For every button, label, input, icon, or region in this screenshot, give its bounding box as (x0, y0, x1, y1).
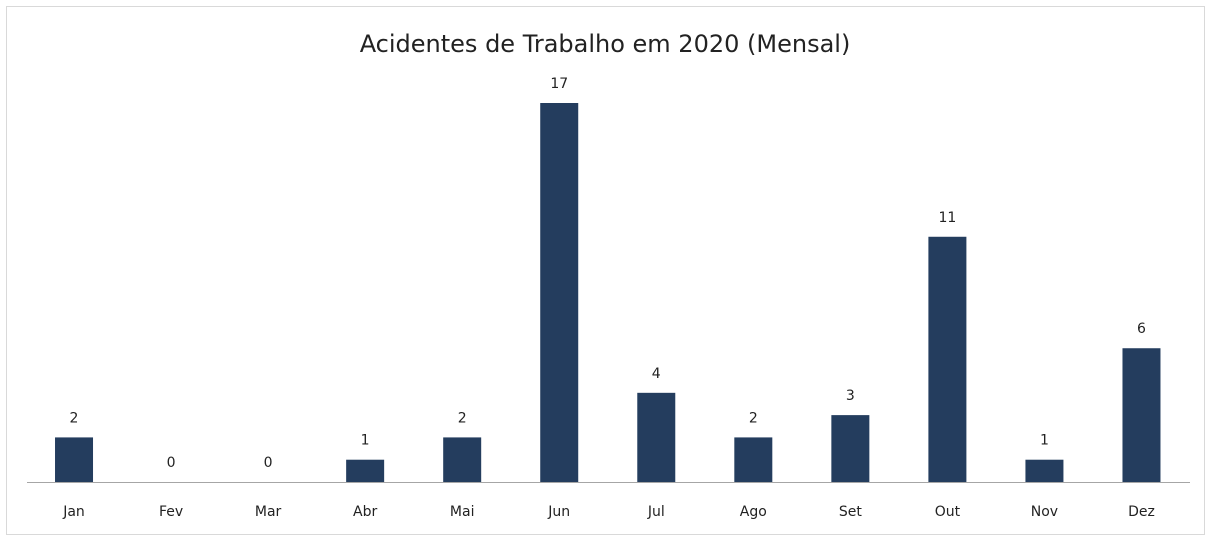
bar (831, 415, 870, 482)
x-tick-label: Jul (647, 504, 665, 520)
x-tick-label: Out (935, 504, 961, 520)
x-tick-label: Mar (255, 504, 282, 520)
bar (1025, 459, 1064, 482)
data-label: 2 (70, 410, 79, 426)
x-tick-label: Ago (740, 504, 767, 520)
data-label: 1 (1040, 433, 1049, 449)
bar (637, 392, 676, 482)
x-tick-label: Abr (353, 504, 377, 520)
data-label: 17 (550, 76, 568, 92)
bar (55, 437, 94, 482)
x-tick-label: Dez (1128, 504, 1155, 520)
data-label: 2 (458, 410, 467, 426)
data-label: 2 (749, 410, 758, 426)
chart-title: Acidentes de Trabalho em 2020 (Mensal) (360, 30, 851, 58)
x-tick-label: Mai (450, 504, 475, 520)
data-label: 4 (652, 366, 661, 382)
chart-frame (6, 6, 1205, 535)
data-label: 0 (167, 455, 176, 471)
data-label: 3 (846, 388, 855, 404)
data-label: 6 (1137, 321, 1146, 337)
bar (346, 459, 385, 482)
bar (443, 437, 482, 482)
x-tick-label: Jan (62, 504, 85, 520)
x-tick-label: Fev (159, 504, 183, 520)
data-label: 0 (264, 455, 273, 471)
bar (1122, 348, 1161, 482)
bar (734, 437, 773, 482)
x-tick-label: Nov (1031, 504, 1058, 520)
data-label: 1 (361, 433, 370, 449)
x-tick-label: Set (839, 504, 863, 520)
data-label: 11 (938, 210, 956, 226)
bar (928, 236, 967, 482)
x-tick-label: Jun (547, 504, 570, 520)
bar (540, 103, 579, 482)
